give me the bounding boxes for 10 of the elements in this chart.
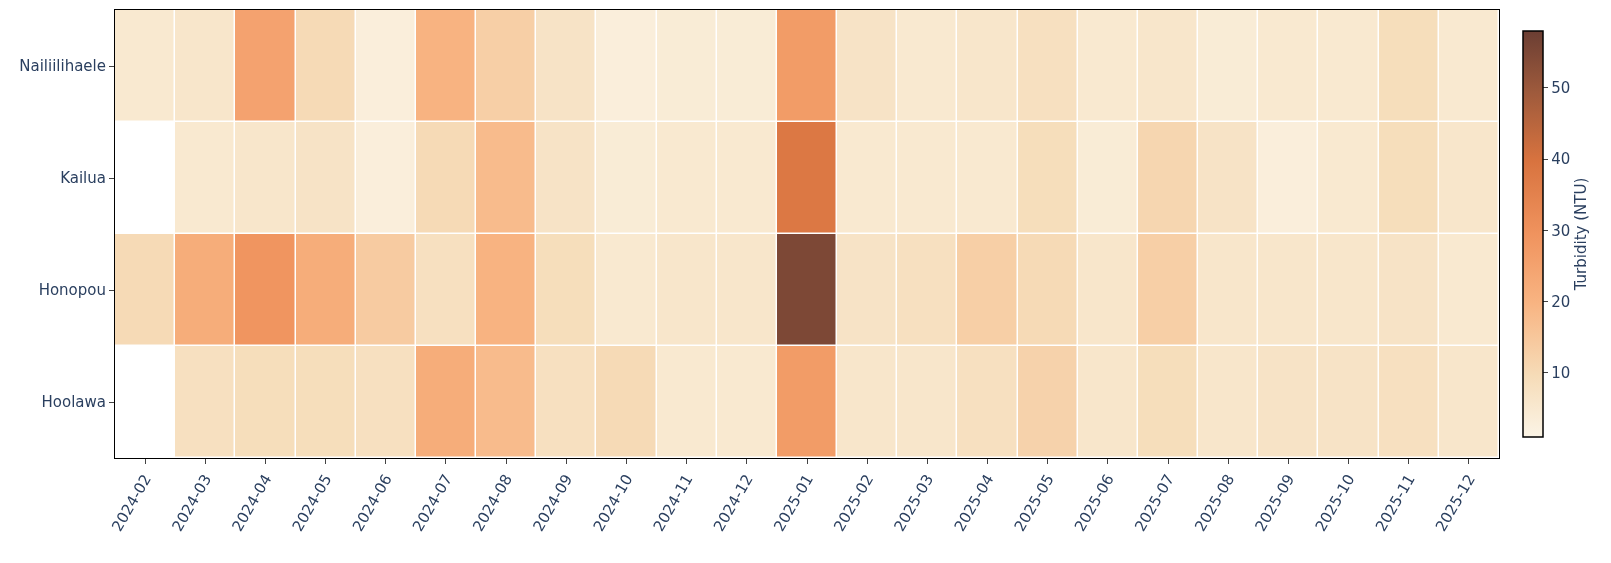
y-tick-label: Honopou [38, 281, 106, 300]
color-bar-label: 20 [1551, 292, 1571, 311]
color-bar-label: 40 [1551, 150, 1571, 169]
color-bar-label: 10 [1551, 364, 1571, 383]
y-tick-label: Kailua [60, 169, 106, 188]
y-tick-label: Hoolawa [41, 393, 106, 412]
color-bar-label: 50 [1551, 79, 1571, 98]
color-bar-label: 30 [1551, 221, 1571, 240]
y-tick-label: Nailiilihaele [19, 57, 106, 76]
color-bar-title: Turbidity (NTU) [1572, 177, 1591, 292]
